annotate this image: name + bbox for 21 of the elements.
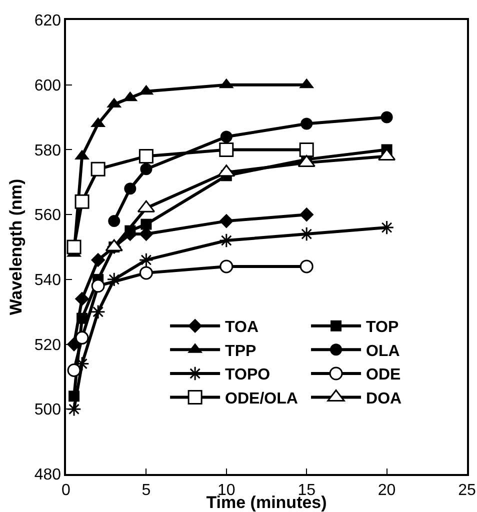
legend-label: ODE/OLA [225,390,298,408]
y-tick-label: 620 [34,12,62,30]
y-tick-label: 580 [34,142,62,160]
legend-label: TPP [225,342,257,360]
x-tick-label: 0 [62,482,71,499]
legend-label: DOA [366,390,402,408]
y-tick-label: 600 [34,77,62,94]
legend-label: TOA [225,319,259,336]
legend-label: TOP [366,319,399,336]
legend-label: TOPO [225,366,270,384]
legend-label: OLA [366,342,400,360]
y-tick-label: 500 [34,402,62,419]
y-tick-label: 480 [34,466,62,484]
x-tick-label: 20 [378,482,396,499]
y-tick-label: 540 [34,272,62,290]
x-tick-label: 5 [142,482,151,499]
y-tick-label: 560 [34,207,62,224]
legend-label: ODE [366,366,402,384]
y-axis-title: Wavelength (nm) [6,178,26,316]
y-tick-label: 520 [34,336,62,354]
x-tick-label: 25 [458,482,476,499]
